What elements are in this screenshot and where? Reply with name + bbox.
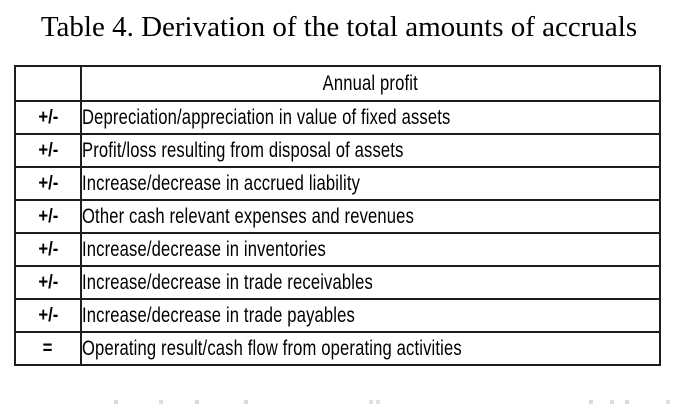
description-label: Increase/decrease in trade payables: [82, 303, 355, 327]
header-label: Annual profit: [322, 71, 419, 95]
description-label: Depreciation/appreciation in value of fi…: [82, 105, 451, 129]
table-row: +/- Depreciation/appreciation in value o…: [14, 100, 661, 135]
description-label: Operating result/cash flow from operatin…: [82, 336, 462, 360]
description-cell: Other cash relevant expenses and revenue…: [80, 199, 661, 234]
operator-label: +/-: [38, 172, 58, 194]
table-row: +/- Increase/decrease in accrued liabili…: [14, 166, 661, 201]
header-operator-cell: [14, 65, 82, 102]
table-row: +/- Other cash relevant expenses and rev…: [14, 199, 661, 234]
operator-label: +/-: [38, 304, 58, 326]
table-row: +/- Increase/decrease in trade payables: [14, 298, 661, 333]
description-cell: Profit/loss resulting from disposal of a…: [80, 133, 661, 168]
table-row: +/- Profit/loss resulting from disposal …: [14, 133, 661, 168]
operator-cell: +/-: [14, 166, 82, 201]
operator-cell: +/-: [14, 133, 82, 168]
table-row: +/- Increase/decrease in trade receivabl…: [14, 265, 661, 300]
operator-label: +/-: [38, 106, 58, 128]
description-label: Increase/decrease in inventories: [82, 237, 326, 261]
description-cell: Increase/decrease in inventories: [80, 232, 661, 267]
description-label: Other cash relevant expenses and revenue…: [82, 204, 415, 228]
accruals-table: Annual profit +/- Depreciation/appreciat…: [14, 65, 661, 366]
operator-cell: =: [14, 331, 82, 366]
description-label: Increase/decrease in accrued liability: [82, 171, 361, 195]
description-cell: Increase/decrease in trade payables: [80, 298, 661, 333]
table-row: = Operating result/cash flow from operat…: [14, 331, 661, 366]
table-caption: Table 4. Derivation of the total amounts…: [40, 11, 638, 43]
description-cell: Increase/decrease in trade receivables: [80, 265, 661, 300]
operator-label: +/-: [38, 238, 58, 260]
table-header-row: Annual profit: [14, 65, 661, 102]
operator-label: +/-: [38, 139, 58, 161]
cropped-text-artifact: [0, 400, 2, 402]
operator-cell: +/-: [14, 199, 82, 234]
description-label: Increase/decrease in trade receivables: [82, 270, 373, 294]
operator-label: +/-: [38, 205, 58, 227]
operator-cell: +/-: [14, 298, 82, 333]
operator-label: =: [43, 337, 53, 359]
operator-cell: +/-: [14, 100, 82, 135]
operator-cell: +/-: [14, 232, 82, 267]
operator-cell: +/-: [14, 265, 82, 300]
header-label-cell: Annual profit: [80, 65, 661, 102]
description-cell: Depreciation/appreciation in value of fi…: [80, 100, 661, 135]
description-cell: Operating result/cash flow from operatin…: [80, 331, 661, 366]
operator-label: +/-: [38, 271, 58, 293]
table-row: +/- Increase/decrease in inventories: [14, 232, 661, 267]
description-label: Profit/loss resulting from disposal of a…: [82, 138, 404, 162]
description-cell: Increase/decrease in accrued liability: [80, 166, 661, 201]
